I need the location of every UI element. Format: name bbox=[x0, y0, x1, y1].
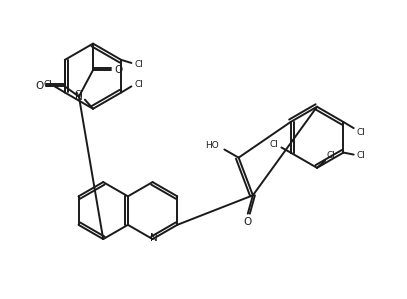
Text: HO: HO bbox=[205, 141, 219, 150]
Text: Cl: Cl bbox=[134, 60, 143, 69]
Text: Cl: Cl bbox=[43, 80, 52, 89]
Text: Cl: Cl bbox=[270, 140, 279, 149]
Text: N: N bbox=[75, 91, 83, 102]
Text: Cl: Cl bbox=[134, 80, 143, 89]
Text: Cl: Cl bbox=[74, 90, 83, 99]
Text: O: O bbox=[114, 65, 123, 75]
Text: Cl: Cl bbox=[357, 151, 365, 160]
Text: Cl: Cl bbox=[327, 151, 336, 160]
Text: O: O bbox=[35, 81, 44, 91]
Text: N: N bbox=[150, 233, 158, 243]
Text: O: O bbox=[244, 217, 252, 227]
Text: Cl: Cl bbox=[357, 128, 365, 137]
